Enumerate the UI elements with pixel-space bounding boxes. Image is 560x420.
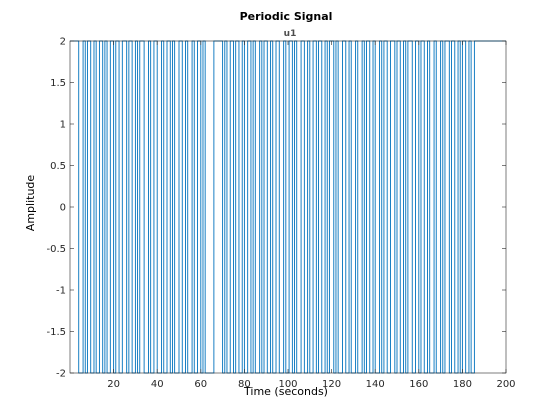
x-tick-label: 20 (107, 379, 120, 390)
y-tick-label: -1 (56, 286, 66, 297)
y-axis-label: Amplitude (24, 175, 37, 232)
x-tick-label: 40 (151, 379, 164, 390)
x-axis-label: Time (seconds) (243, 385, 328, 398)
y-tick-label: 2 (60, 37, 66, 48)
axis-ticks: 20 40 60 80 100 120 140 160 180 200 -2 -1.5 -1 -0.5 0 0… (46, 37, 515, 391)
x-tick-label: 200 (496, 379, 515, 390)
y-tick-label: 0.5 (50, 161, 66, 172)
chart-title: Periodic Signal (240, 10, 333, 23)
y-tick-label: 0 (60, 203, 66, 214)
x-tick-label: 160 (409, 379, 428, 390)
chart-subtitle: u1 (284, 29, 297, 39)
x-tick-label: 80 (238, 379, 251, 390)
x-tick-label: 120 (322, 379, 341, 390)
y-tick-label: -0.5 (46, 244, 66, 255)
y-tick-label: 1.5 (50, 78, 66, 89)
x-tick-label: 140 (366, 379, 385, 390)
x-tick-label: 100 (278, 379, 297, 390)
x-tick-label: 60 (194, 379, 207, 390)
y-tick-label: -2 (56, 369, 66, 380)
y-tick-label: 1 (60, 120, 66, 131)
x-tick-label: 180 (453, 379, 472, 390)
y-tick-label: -1.5 (46, 327, 66, 338)
